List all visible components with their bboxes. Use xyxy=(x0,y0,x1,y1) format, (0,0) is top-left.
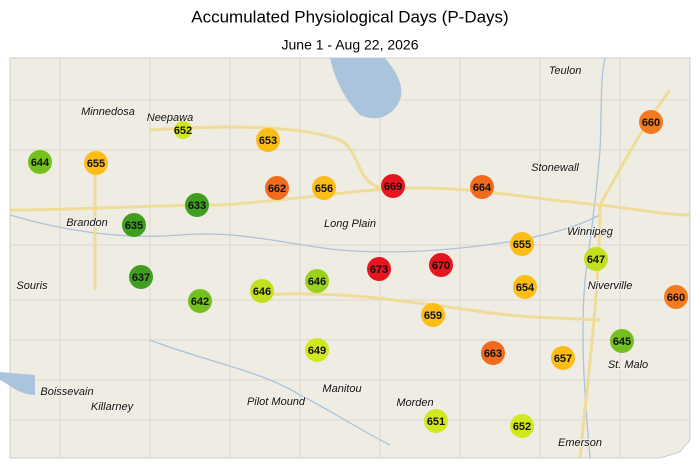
lake xyxy=(330,58,402,119)
place-label: Winnipeg xyxy=(567,226,614,238)
station-marker xyxy=(421,303,445,327)
station-value: 645 xyxy=(613,336,631,348)
station-marker xyxy=(256,128,280,152)
map-title: Accumulated Physiological Days (P-Days) xyxy=(191,7,508,26)
station-value: 649 xyxy=(308,345,326,357)
station-value: 655 xyxy=(87,158,105,170)
place-label: Morden xyxy=(396,397,433,409)
station-marker xyxy=(639,110,663,134)
station-value: 664 xyxy=(473,182,492,194)
station-marker xyxy=(610,329,634,353)
station-value: 656 xyxy=(315,183,333,195)
station-value: 654 xyxy=(516,282,535,294)
station-marker xyxy=(584,247,608,271)
station-value: 660 xyxy=(667,292,685,304)
station-marker xyxy=(265,176,289,200)
station-value: 646 xyxy=(308,276,326,288)
station-marker xyxy=(185,193,209,217)
station-marker xyxy=(664,285,688,309)
place-label: St. Malo xyxy=(608,359,648,371)
place-label: Niverville xyxy=(588,280,633,292)
river xyxy=(582,57,606,459)
place-label: Brandon xyxy=(66,217,108,229)
highway xyxy=(259,292,601,322)
station-marker xyxy=(28,150,52,174)
station-marker xyxy=(381,174,405,198)
place-label: Minnedosa xyxy=(81,106,135,118)
station-marker xyxy=(513,275,537,299)
station-value: 662 xyxy=(268,183,286,195)
station-marker xyxy=(188,289,212,313)
stations: 644 655 652 653 662 656 669 664 660 633 635 637 642 6… xyxy=(28,110,688,438)
place-label: Stonewall xyxy=(531,162,579,174)
highway xyxy=(149,125,381,190)
station-value: 673 xyxy=(370,264,388,276)
station-marker xyxy=(305,269,329,293)
station-marker xyxy=(312,176,336,200)
land xyxy=(9,57,691,459)
station-marker xyxy=(250,279,274,303)
station-marker xyxy=(510,232,534,256)
station-value: 646 xyxy=(253,286,271,298)
station-marker xyxy=(551,346,575,370)
station-marker xyxy=(481,341,505,365)
place-label: Teulon xyxy=(549,65,582,77)
station-value: 635 xyxy=(125,220,143,232)
station-value: 659 xyxy=(424,310,442,322)
map-subtitle: June 1 - Aug 22, 2026 xyxy=(282,37,419,53)
place-label: Killarney xyxy=(91,401,135,413)
station-marker xyxy=(122,213,146,237)
station-value: 670 xyxy=(432,260,450,272)
station-value: 642 xyxy=(191,296,209,308)
station-value: 637 xyxy=(132,272,150,284)
station-value: 652 xyxy=(513,421,531,433)
station-marker xyxy=(429,253,453,277)
place-label: Boissevain xyxy=(40,386,93,398)
station-value: 660 xyxy=(642,117,660,129)
place-label: Emerson xyxy=(558,437,602,449)
station-value: 663 xyxy=(484,348,502,360)
station-value: 669 xyxy=(384,181,402,193)
river xyxy=(149,339,391,446)
station-value: 653 xyxy=(259,135,277,147)
station-marker xyxy=(470,175,494,199)
station-value: 652 xyxy=(174,125,192,137)
station-marker xyxy=(84,151,108,175)
highway xyxy=(578,204,602,459)
station-value: 647 xyxy=(587,254,605,266)
station-value: 655 xyxy=(513,239,531,251)
station-value: 633 xyxy=(188,200,206,212)
station-marker xyxy=(305,338,329,362)
station-marker xyxy=(510,414,534,438)
place-label: Manitou xyxy=(322,383,361,395)
highway xyxy=(598,89,672,206)
station-value: 651 xyxy=(427,416,445,428)
place-label: Long Plain xyxy=(324,218,376,230)
road-grid xyxy=(10,58,690,458)
lake xyxy=(0,372,35,395)
station-marker xyxy=(367,257,391,281)
place-label: Pilot Mound xyxy=(247,396,306,408)
station-value: 657 xyxy=(554,353,572,365)
river xyxy=(9,214,601,253)
place-label: Souris xyxy=(16,280,48,292)
station-marker xyxy=(129,265,153,289)
station-marker xyxy=(424,409,448,433)
station-marker xyxy=(174,121,192,139)
station-value: 644 xyxy=(31,157,50,169)
